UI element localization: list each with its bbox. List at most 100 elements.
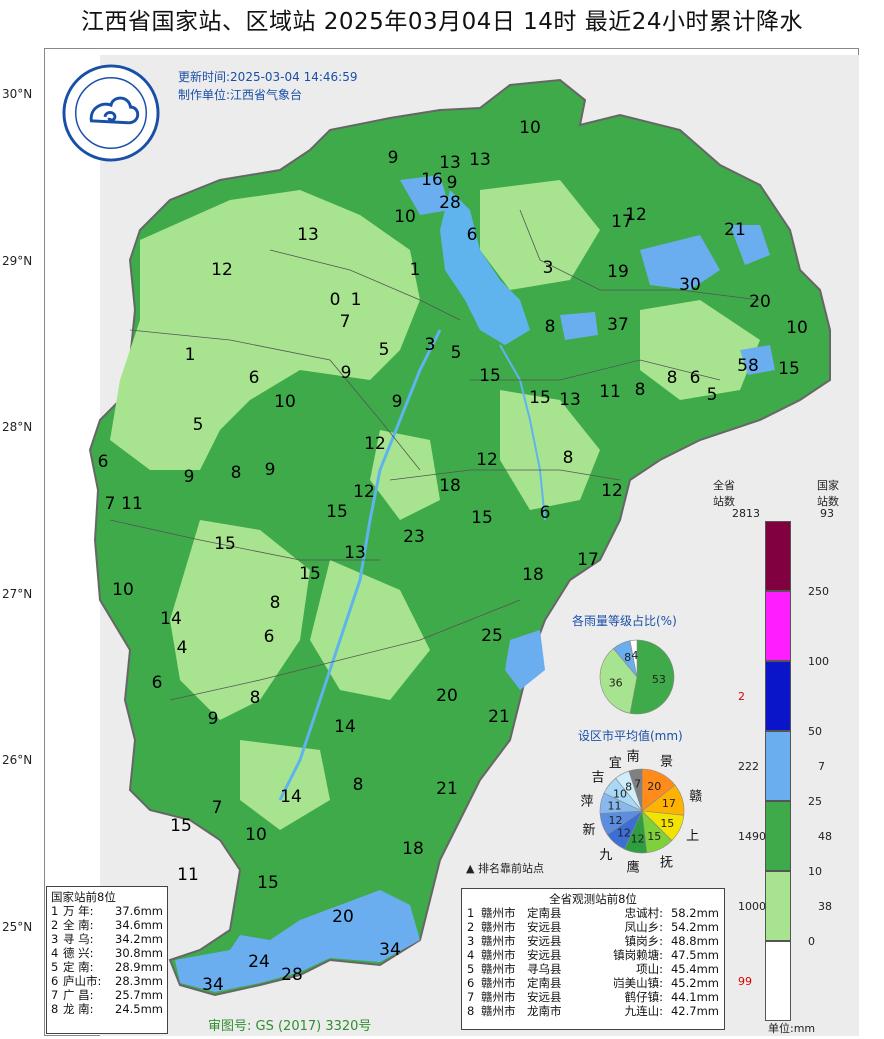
province-rank-row: 7 赣州市 安远县 鹤仔镇: 44.1mm [467,990,719,1004]
county-name: 安远县 [527,934,562,948]
station-value: 18 [402,839,424,859]
station-value: 10 [245,825,267,845]
station-value: 8 [666,368,678,388]
station-value: 23 [403,527,425,547]
national-top8-box: 国家站前8位 1 万 年: 37.6mm 2 全 南: 34.6mm 3 寻 乌: 34.2mm… [46,886,168,1034]
station-value: 0 [329,290,341,310]
legend-threshold: 250 [808,585,829,598]
site-name: 镇岗乡: [624,934,663,948]
rain-amount: 42.7mm [670,1004,719,1018]
pie-city-label: 景 [660,755,673,770]
station-value: 6 [263,627,275,647]
station-value: 9 [391,392,403,412]
station-value: 9 [340,363,352,383]
light-rain-area [240,740,330,830]
station-value: 8 [544,317,556,337]
ranking-note: ▲ 排名靠前站点 [466,862,544,875]
city-name: 赣州市 [481,906,516,920]
legend-threshold: 25 [808,795,822,808]
province-rank-row: 3 赣州市 安远县 镇岗乡: 48.8mm [467,934,719,948]
legend-segment [765,521,791,591]
county-name: 定南县 [527,906,562,920]
triangle-marker-icon: ▲ [466,862,475,875]
rain-amount: 30.8mm [115,946,164,960]
station-value: 17 [611,212,633,232]
city-name: 赣州市 [481,990,516,1004]
pie-city-label: 吉 [591,770,604,785]
legend-segment [765,661,791,731]
light-rain-area [310,560,430,700]
site-name: 凤山乡: [624,920,663,934]
pie-value-label: 36 [609,676,623,689]
station-value: 37 [607,315,629,335]
heavy-rain-area [400,175,450,215]
pie-value-label: 53 [652,673,666,686]
rank-number: 2 [467,920,475,934]
station-value: 10 [112,580,134,600]
station-value: 12 [353,482,375,502]
station-value: 18 [439,476,461,496]
lat-label-27: 27°N [2,587,33,601]
pie-city-label: 南 [627,749,640,765]
province-top8-box: 全省观测站前8位 1 赣州市 定南县 忠诚村: 58.2mm 2 赣州市 安远县 凤山乡: 54.… [461,888,725,1030]
rain-amount: 34.6mm [115,918,164,932]
pie-slice [628,768,643,812]
national-rank-row: 4 德 兴: 30.8mm [51,946,163,960]
station-value: 6 [248,368,260,388]
rank-number: 2 [51,918,59,932]
pie-value-label: 12 [631,833,645,846]
station-value: 12 [601,481,623,501]
province-rank-row: 5 赣州市 寻乌县 项山: 45.4mm [467,962,719,976]
rank-number: 3 [467,934,475,948]
pie-value-label: 20 [647,780,661,793]
station-value: 11 [121,494,143,514]
station-value: 10 [519,118,541,138]
site-name: 鹤仔镇: [624,990,663,1004]
station-value: 34 [202,975,224,995]
province-rank-row: 6 赣州市 定南县 岿美山镇: 45.2mm [467,976,719,990]
station-value: 15 [529,388,551,408]
station-value: 13 [297,225,319,245]
station-value: 9 [387,148,399,168]
heavy-rain-area [560,312,598,340]
station-value: 10 [274,392,296,412]
legend-color-bar [765,521,791,1021]
site-name: 项山: [636,962,663,976]
station-value: 12 [364,434,386,454]
station-value: 5 [378,340,390,360]
station-value: 9 [207,709,219,729]
station-value: 11 [177,865,199,885]
province-rank-row: 4 赣州市 安远县 镇岗赖塘: 47.5mm [467,948,719,962]
station-value: 12 [476,450,498,470]
rain-amount: 44.1mm [670,990,719,1004]
station-value: 12 [211,260,233,280]
legend-threshold: 100 [808,655,829,668]
station-value: 6 [466,225,478,245]
review-number: 审图号: GS (2017) 3320号 [208,1019,372,1034]
city-name: 赣州市 [481,934,516,948]
station-value: 25 [481,626,503,646]
province-top8-title: 全省观测站前8位 [549,892,637,906]
station-value: 28 [439,193,461,213]
station-value: 8 [634,380,646,400]
station-value: 20 [749,292,771,312]
station-value: 5 [192,415,204,435]
station-value: 28 [281,965,303,985]
pie-slice [629,639,638,678]
station-name: 龙 南: [63,1002,94,1016]
station-value: 10 [786,318,808,338]
pie-slice [629,639,675,715]
province-rank-row: 8 赣州市 龙南市 九连山: 42.7mm [467,1004,719,1018]
legend-segment [765,871,791,941]
lat-label-28: 28°N [2,420,33,434]
station-value: 7 [104,494,116,514]
station-value: 8 [352,775,364,795]
rain-amount: 34.2mm [115,932,164,946]
county-name: 定南县 [527,976,562,990]
rank-number: 4 [51,946,59,960]
legend-total-province: 2813 [732,507,760,520]
city-average-pie: 20 景 17 赣 15 上 15 抚 12 鹰 12 九 12 新 11 萍 10 吉 8宜7 南 [581,749,703,876]
station-value: 14 [334,717,356,737]
station-value: 20 [436,686,458,706]
station-value: 9 [446,173,458,193]
